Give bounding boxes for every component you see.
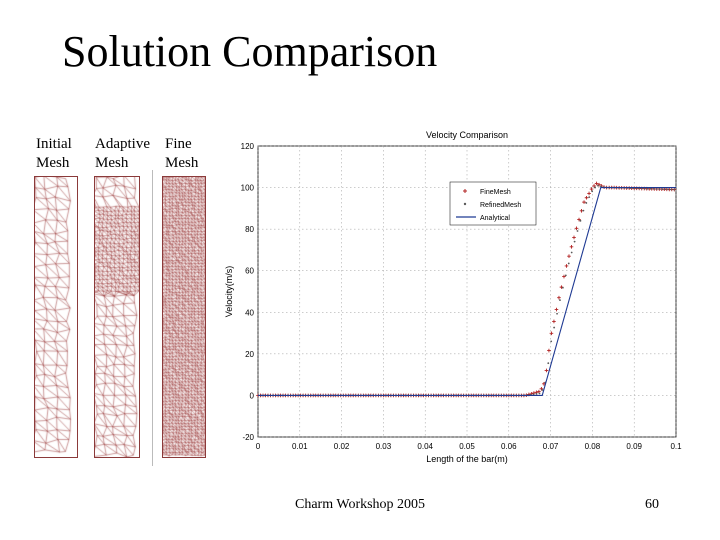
x-tick-label: 0.07 (543, 442, 559, 451)
data-point-finemesh (587, 191, 591, 196)
initial-mesh-image (34, 176, 78, 458)
data-point-refinedmesh (664, 188, 667, 191)
data-point-finemesh (597, 182, 601, 187)
x-tick-label: 0.05 (459, 442, 475, 451)
x-axis-label: Length of the bar(m) (426, 454, 508, 464)
data-point-finemesh (539, 386, 544, 391)
y-tick-label: 60 (245, 267, 254, 276)
data-point-refinedmesh (562, 286, 564, 289)
velocity-comparison-chart: 0 0.01 0.02 0.03 0.04 0.05 0.06 0.07 0.08 0.09 0.1… (224, 130, 682, 464)
data-point-refinedmesh (655, 188, 658, 190)
data-point-finemesh (584, 195, 589, 200)
data-point-finemesh (577, 217, 581, 222)
data-point-refinedmesh (649, 187, 652, 190)
data-point-refinedmesh (553, 326, 556, 329)
data-point-refinedmesh (541, 389, 544, 391)
data-point-refinedmesh (600, 185, 602, 188)
x-tick-label: 0.04 (417, 442, 433, 451)
footer-text: Charm Workshop 2005 (295, 497, 426, 512)
data-point-refinedmesh (588, 196, 591, 199)
data-point-finemesh (594, 181, 599, 186)
data-point-refinedmesh (556, 312, 558, 315)
y-tick-label: 100 (241, 184, 255, 193)
y-tick-label: 20 (245, 350, 254, 359)
fine-mesh-canvas (163, 177, 205, 457)
adaptive-mesh-image (94, 176, 140, 458)
data-point-refinedmesh (535, 393, 538, 395)
y-tick-label: 120 (241, 142, 255, 151)
data-point-finemesh (574, 226, 579, 231)
data-point-finemesh (592, 184, 596, 188)
data-point-refinedmesh (667, 188, 670, 191)
fine-mesh-image (162, 176, 206, 458)
data-point-refinedmesh (646, 187, 649, 190)
x-tick-label: 0.08 (585, 442, 601, 451)
data-point-refinedmesh (567, 262, 570, 265)
data-point-refinedmesh (570, 251, 573, 254)
x-tick-label: 0.03 (376, 442, 392, 451)
mesh-label-adaptive: Adaptive Mesh (95, 136, 150, 171)
x-tick-label: 0.06 (501, 442, 517, 451)
data-point-refinedmesh (559, 299, 561, 302)
data-point-finemesh (564, 264, 569, 268)
y-axis-label: Velocity(m/s) (224, 266, 234, 318)
x-tick-label: 0 (256, 442, 261, 451)
data-point-refinedmesh (658, 188, 661, 190)
x-tick-label: 0.01 (292, 442, 308, 451)
data-point-finemesh (549, 331, 554, 336)
legend-swatch-refinedmesh (463, 202, 467, 206)
y-tick-label: 0 (250, 391, 255, 400)
data-point-finemesh (544, 368, 549, 373)
data-point-finemesh (537, 389, 541, 394)
x-tick-label: 0.1 (670, 442, 682, 451)
data-point-finemesh (554, 307, 559, 312)
data-point-refinedmesh (591, 190, 594, 193)
data-point-refinedmesh (579, 219, 582, 222)
page-number: 60 (645, 497, 659, 512)
mesh-label-initial: Initial Mesh (36, 136, 72, 171)
adaptive-mesh-canvas (95, 177, 139, 457)
data-point-refinedmesh (670, 188, 673, 191)
data-point-refinedmesh (547, 362, 550, 365)
y-tick-label: 80 (245, 225, 254, 234)
data-point-finemesh (589, 187, 594, 191)
data-point-finemesh (557, 295, 561, 300)
data-point-refinedmesh (582, 209, 585, 212)
data-point-refinedmesh (652, 187, 655, 190)
data-point-refinedmesh (661, 188, 664, 191)
slide-title: Solution Comparison (62, 27, 438, 76)
legend-label-refinedmesh: RefinedMesh (480, 202, 521, 209)
data-point-refinedmesh (550, 340, 553, 343)
legend-label-finemesh: FineMesh (480, 189, 511, 196)
data-point-refinedmesh (597, 184, 599, 187)
chart-title: Velocity Comparison (426, 130, 508, 140)
legend-label-analytical: Analytical (480, 215, 510, 222)
data-point-finemesh (569, 245, 574, 249)
initial-mesh-canvas (35, 177, 77, 457)
panel-divider (152, 170, 153, 466)
data-point-finemesh (547, 348, 551, 353)
data-point-refinedmesh (538, 392, 541, 395)
x-tick-label: 0.09 (626, 442, 642, 451)
data-point-finemesh (572, 235, 576, 240)
data-point-refinedmesh (594, 186, 596, 189)
data-point-finemesh (552, 319, 556, 324)
data-point-refinedmesh (585, 202, 588, 204)
data-point-finemesh (582, 200, 586, 204)
data-point-finemesh (567, 254, 571, 258)
mesh-label-fine: Fine Mesh (165, 136, 199, 171)
data-point-refinedmesh (576, 230, 579, 232)
data-point-refinedmesh (673, 188, 675, 191)
y-tick-label: -20 (242, 433, 254, 442)
y-tick-label: 40 (245, 308, 254, 317)
data-point-refinedmesh (532, 393, 535, 396)
data-point-refinedmesh (573, 240, 576, 243)
series-line-analytical (258, 187, 676, 396)
x-tick-label: 0.02 (334, 442, 350, 451)
legend-swatch-finemesh (463, 189, 467, 193)
data-point-refinedmesh (564, 274, 567, 277)
data-point-refinedmesh (643, 187, 646, 190)
data-point-finemesh (562, 274, 566, 279)
